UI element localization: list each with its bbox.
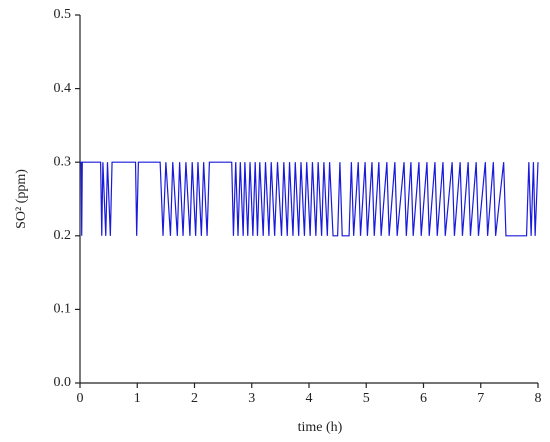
x-tick-label: 0 (77, 391, 84, 406)
x-tick-label: 2 (191, 391, 198, 406)
data-line (80, 161, 539, 237)
y-tick-label: 0.1 (54, 302, 72, 317)
y-tick-label: 0.4 (54, 81, 72, 96)
x-tick-label: 4 (306, 391, 313, 406)
x-tick-label: 1 (134, 391, 141, 406)
x-tick-label: 3 (248, 391, 255, 406)
x-axis-label: time (h) (298, 420, 343, 435)
x-tick-label: 8 (535, 391, 542, 406)
y-tick-label: 0.2 (54, 228, 72, 243)
y-axis-label: SO² (ppm) (14, 169, 29, 229)
y-tick-label: 0.0 (54, 375, 72, 390)
x-tick-label: 5 (363, 391, 370, 406)
y-tick-label: 0.5 (54, 7, 72, 22)
y-tick-label: 0.3 (54, 154, 72, 169)
x-tick-label: 7 (477, 391, 484, 406)
x-tick-label: 6 (420, 391, 427, 406)
